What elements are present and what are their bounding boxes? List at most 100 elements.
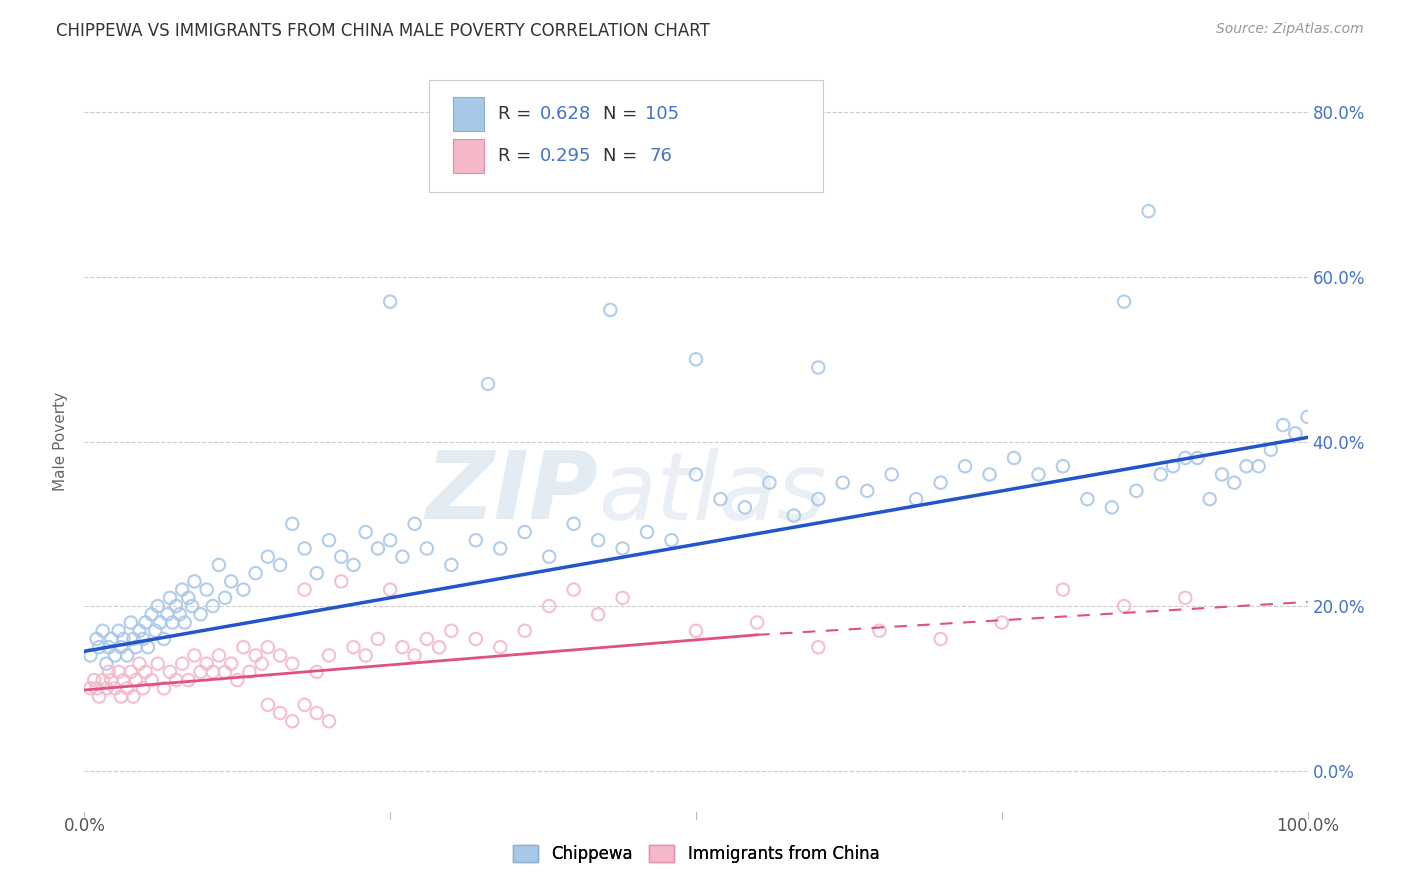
Point — [91, 624, 114, 638]
Point — [856, 483, 879, 498]
Point — [136, 640, 159, 655]
Point — [416, 541, 439, 556]
Point — [1114, 599, 1136, 613]
Point — [404, 648, 426, 663]
Text: 0.628: 0.628 — [540, 105, 591, 123]
Point — [232, 582, 254, 597]
Point — [214, 591, 236, 605]
Point — [79, 648, 101, 663]
Point — [636, 524, 658, 539]
Point — [122, 690, 145, 704]
Point — [1150, 467, 1173, 482]
Point — [162, 615, 184, 630]
Point — [96, 657, 118, 671]
Point — [342, 558, 364, 572]
Point — [404, 516, 426, 531]
Point — [1137, 204, 1160, 219]
Point — [612, 541, 634, 556]
Point — [477, 376, 499, 391]
Point — [214, 665, 236, 679]
Point — [294, 582, 316, 597]
Point — [165, 599, 187, 613]
Point — [165, 673, 187, 687]
Point — [87, 690, 110, 704]
Point — [354, 524, 377, 539]
Point — [146, 657, 169, 671]
Text: atlas: atlas — [598, 448, 827, 539]
Point — [991, 615, 1014, 630]
Point — [281, 714, 304, 729]
Point — [305, 706, 328, 720]
Point — [104, 648, 127, 663]
Text: N =: N = — [603, 105, 643, 123]
Point — [269, 648, 291, 663]
Point — [929, 632, 952, 646]
Point — [83, 673, 105, 687]
Point — [112, 673, 135, 687]
Point — [1247, 459, 1270, 474]
Point — [747, 615, 769, 630]
Point — [257, 549, 280, 564]
Point — [367, 632, 389, 646]
Point — [880, 467, 903, 482]
Point — [489, 640, 512, 655]
Point — [269, 706, 291, 720]
Point — [305, 566, 328, 581]
Point — [685, 624, 707, 638]
Point — [586, 533, 609, 548]
Point — [562, 582, 585, 597]
Point — [125, 673, 148, 687]
Point — [110, 690, 132, 704]
Point — [953, 459, 976, 474]
Point — [153, 632, 176, 646]
Text: 0.295: 0.295 — [540, 147, 592, 165]
Point — [122, 632, 145, 646]
Point — [226, 673, 249, 687]
Point — [1174, 450, 1197, 465]
Point — [905, 492, 928, 507]
Point — [257, 698, 280, 712]
Point — [1236, 459, 1258, 474]
Point — [245, 566, 267, 581]
Point — [1028, 467, 1050, 482]
Point — [128, 624, 150, 638]
Point — [305, 665, 328, 679]
Point — [120, 615, 142, 630]
Point — [464, 632, 486, 646]
Y-axis label: Male Poverty: Male Poverty — [53, 392, 69, 491]
Point — [143, 624, 166, 638]
Legend: Chippewa, Immigrants from China: Chippewa, Immigrants from China — [506, 838, 886, 870]
Point — [201, 599, 224, 613]
Point — [1114, 294, 1136, 309]
Point — [159, 591, 181, 605]
Point — [132, 632, 155, 646]
Point — [380, 533, 402, 548]
Text: 105: 105 — [645, 105, 679, 123]
Point — [190, 607, 212, 622]
Point — [685, 467, 707, 482]
Point — [110, 640, 132, 655]
Point — [513, 624, 536, 638]
Point — [440, 624, 463, 638]
Point — [195, 657, 218, 671]
Point — [87, 640, 110, 655]
Point — [513, 524, 536, 539]
Point — [219, 657, 242, 671]
Text: N =: N = — [603, 147, 643, 165]
Point — [427, 640, 450, 655]
Point — [1223, 475, 1246, 490]
Point — [1174, 591, 1197, 605]
Point — [156, 607, 179, 622]
Point — [1187, 450, 1209, 465]
Point — [929, 475, 952, 490]
Point — [208, 558, 231, 572]
Point — [1284, 426, 1306, 441]
Text: R =: R = — [498, 105, 537, 123]
Point — [120, 665, 142, 679]
Point — [115, 681, 138, 696]
Point — [294, 541, 316, 556]
Point — [1052, 459, 1074, 474]
Point — [440, 558, 463, 572]
Point — [807, 360, 830, 375]
Point — [104, 681, 127, 696]
